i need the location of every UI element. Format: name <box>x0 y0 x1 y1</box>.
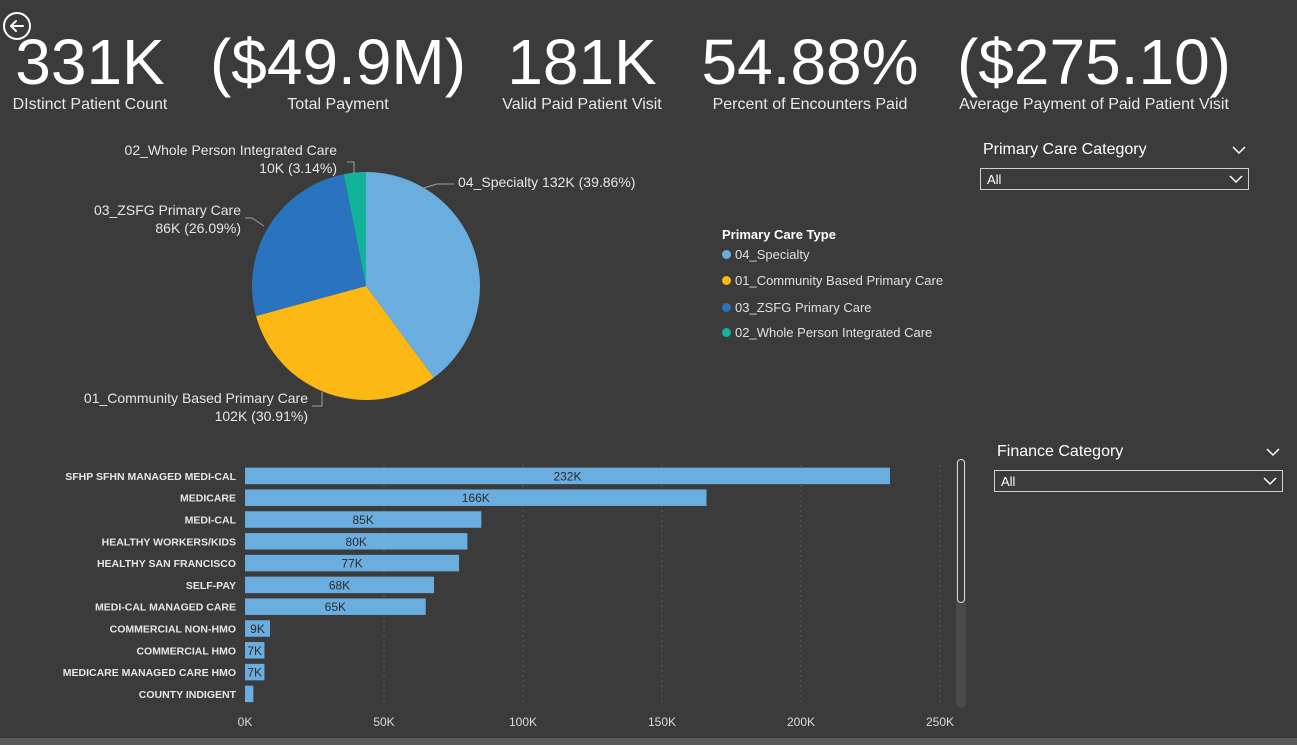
chevron-down-icon[interactable] <box>1232 145 1246 155</box>
bar[interactable] <box>245 467 890 485</box>
bar-chart: 0K 50K 100K 150K 200K 250K SFHP SFHN MANAGED M… <box>63 465 954 729</box>
legend-label: 02_Whole Person Integrated Care <box>735 325 933 340</box>
pie-slice[interactable] <box>256 286 434 400</box>
kpi-valid-paid-patient-visit: 181K Valid Paid Patient Visit <box>496 30 668 114</box>
bar[interactable] <box>245 489 707 506</box>
kpi-value: 54.88% <box>701 26 919 98</box>
scrollbar-thumb[interactable] <box>957 459 965 603</box>
bar-data-label: 68K <box>329 578 350 592</box>
chevron-down-icon[interactable] <box>1266 447 1280 457</box>
legend-dot-icon <box>722 276 731 286</box>
legend-label: 03_ZSFG Primary Care <box>735 300 872 315</box>
x-tick-label: 200K <box>787 715 815 729</box>
leader-line <box>312 392 323 407</box>
legend-dot-icon <box>722 303 731 313</box>
pie-slice[interactable] <box>366 172 480 378</box>
bar[interactable] <box>245 533 468 550</box>
y-category-label: MEDI-CAL <box>185 515 237 527</box>
bar[interactable] <box>245 598 426 615</box>
x-tick-label: 150K <box>648 715 676 729</box>
kpi-value: ($49.9M) <box>209 26 467 98</box>
kpi-value: 181K <box>507 26 657 98</box>
kpi-average-payment: ($275.10) Average Payment of Paid Patien… <box>948 30 1240 114</box>
pie-data-label: 04_Specialty 132K (39.86%) <box>458 174 635 190</box>
x-tick-label: 0K <box>238 715 253 729</box>
pie-slice[interactable] <box>252 174 366 316</box>
bar[interactable] <box>245 511 482 528</box>
kpi-label: DIstinct Patient Count <box>12 96 168 113</box>
kpi-percent-encounters-paid: 54.88% Percent of Encounters Paid <box>696 30 924 114</box>
y-category-label: MEDICARE MANAGED CARE HMO <box>63 667 236 679</box>
y-category-label: MEDI-CAL MANAGED CARE <box>95 602 236 614</box>
legend-dot-icon <box>722 250 731 260</box>
y-category-label: HEALTHY WORKERS/KIDS <box>102 536 236 548</box>
leader-line <box>245 217 265 227</box>
back-arrow-icon[interactable] <box>2 11 32 41</box>
kpi-value: 331K <box>15 26 165 98</box>
primary-care-slicer-title: Primary Care Category <box>983 141 1147 158</box>
primary-care-dropdown[interactable]: All <box>980 168 1249 190</box>
bar-data-label: 7K <box>247 666 262 680</box>
leader-line <box>416 183 454 191</box>
bar-data-label: 9K <box>250 622 265 636</box>
leader-line <box>347 161 355 174</box>
bar-data-label: 232K <box>553 469 581 483</box>
legend-item-zsfg[interactable]: 03_ZSFG Primary Care <box>722 300 872 315</box>
legend-dot-icon <box>722 328 731 338</box>
x-tick-label: 50K <box>373 715 394 729</box>
finance-dropdown[interactable]: All <box>994 470 1283 492</box>
bar-data-label: 7K <box>247 644 262 658</box>
kpi-label: Total Payment <box>287 96 389 113</box>
y-category-label: HEALTHY SAN FRANCISCO <box>97 558 236 570</box>
bar[interactable] <box>245 642 265 659</box>
finance-slicer-title: Finance Category <box>997 443 1124 460</box>
legend-label: 04_Specialty <box>735 247 810 262</box>
bottom-bar <box>0 738 1297 745</box>
pie-data-label: 03_ZSFG Primary Care <box>94 202 241 218</box>
y-category-label: COMMERCIAL NON-HMO <box>110 624 236 636</box>
kpi-total-payment: ($49.9M) Total Payment <box>207 30 469 114</box>
bar[interactable] <box>245 685 254 703</box>
bar-data-label: 166K <box>462 491 490 505</box>
pie-data-label: 10K (3.14%) <box>259 160 337 176</box>
kpi-label: Percent of Encounters Paid <box>712 96 908 113</box>
y-category-label: COUNTY INDIGENT <box>139 689 237 701</box>
pie-data-label: 102K (30.91%) <box>215 408 308 424</box>
y-category-label: COMMERCIAL HMO <box>136 645 236 657</box>
kpi-label: Average Payment of Paid Patient Visit <box>959 96 1229 113</box>
bar-data-label: 85K <box>352 513 373 527</box>
y-category-label: SELF-PAY <box>186 580 236 592</box>
bar-data-label: 77K <box>341 557 362 571</box>
pie-data-label: 02_Whole Person Integrated Care <box>125 142 338 158</box>
kpi-label: Valid Paid Patient Visit <box>502 96 662 113</box>
x-tick-label: 100K <box>509 715 537 729</box>
kpi-distinct-patient-count: 331K DIstinct Patient Count <box>4 30 176 114</box>
pie-data-label: 01_Community Based Primary Care <box>84 390 308 406</box>
y-category-label: SFHP SFHN MANAGED MEDI-CAL <box>65 471 236 483</box>
chevron-down-icon <box>1263 477 1277 486</box>
x-tick-label: 250K <box>926 715 954 729</box>
legend-item-community[interactable]: 01_Community Based Primary Care <box>722 273 943 288</box>
legend-title: Primary Care Type <box>722 227 836 242</box>
legend-item-specialty[interactable]: 04_Specialty <box>722 247 809 262</box>
pie-chart: 04_Specialty 132K (39.86%) 01_Community B… <box>84 142 636 424</box>
bar[interactable] <box>245 576 435 594</box>
bar[interactable] <box>245 620 271 637</box>
finance-dropdown-value: All <box>1001 474 1016 489</box>
kpi-value: ($275.10) <box>957 26 1231 98</box>
pie-data-label: 86K (26.09%) <box>155 220 241 236</box>
bar-data-label: 80K <box>346 535 367 549</box>
pie-slice[interactable] <box>343 172 366 286</box>
y-category-label: MEDICARE <box>180 493 236 505</box>
chevron-down-icon <box>1229 175 1243 184</box>
bar[interactable] <box>245 663 265 681</box>
legend-item-whole-person[interactable]: 02_Whole Person Integrated Care <box>722 325 932 340</box>
primary-care-dropdown-value: All <box>987 172 1002 187</box>
legend-label: 01_Community Based Primary Care <box>735 273 944 288</box>
bar[interactable] <box>245 554 460 572</box>
bar-data-label: 65K <box>325 600 346 614</box>
